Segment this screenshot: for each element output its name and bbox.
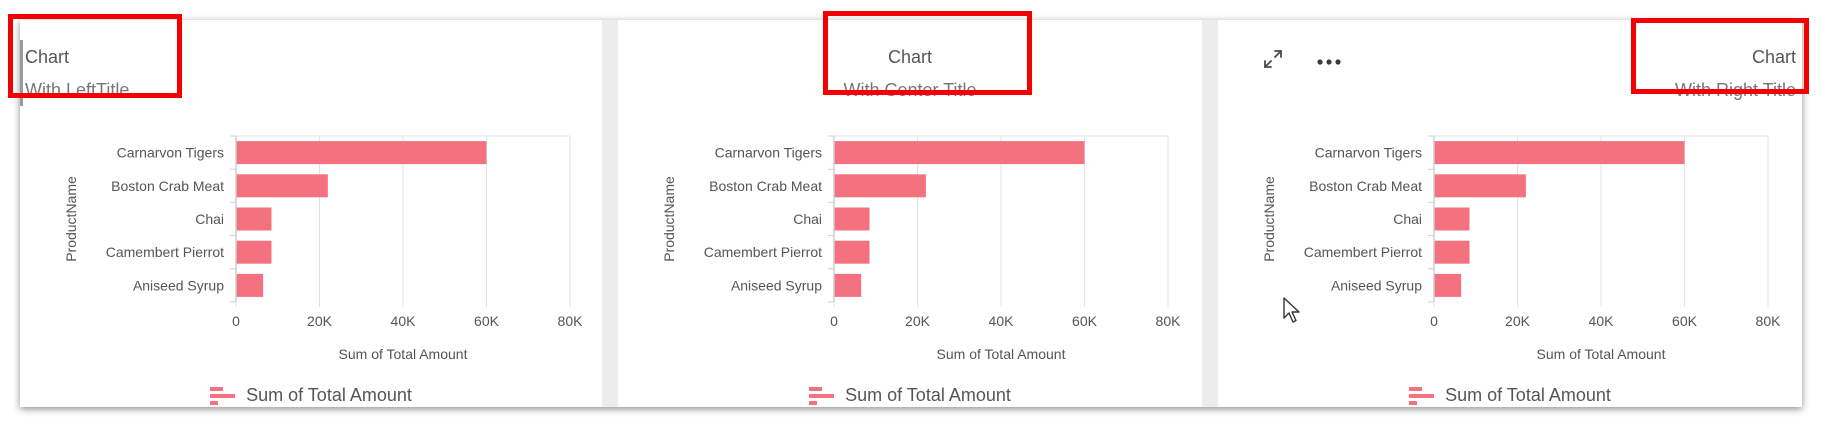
bar[interactable]	[1434, 174, 1526, 198]
x-tick-label: 80K	[1156, 313, 1182, 329]
x-tick-label: 60K	[474, 313, 500, 329]
bar-chart: 0 20K 40K 60K 80K Carnarvon Tigers Boston Crab…	[661, 135, 1182, 362]
chart-panel-right-title: Chart With Right Title 0 20K 40K 60K 80K Carn…	[1218, 20, 1802, 407]
dashboard-frame: Chart With LeftTitle 0 20K 40K 60K 80K Carnar…	[20, 20, 1802, 407]
bar-chart-icon	[809, 386, 835, 405]
y-axis-title: ProductName	[661, 176, 677, 262]
x-tick-label: 60K	[1672, 313, 1698, 329]
bar[interactable]	[1434, 240, 1470, 264]
bar-chart-icon	[210, 386, 236, 405]
chart-panel-center-title: Chart With Center Title 0 20K 40K 60K 80K Car…	[618, 20, 1202, 407]
bar[interactable]	[834, 273, 862, 297]
title-accent-strip	[20, 40, 23, 106]
bar[interactable]	[834, 141, 1085, 165]
bar[interactable]	[1434, 273, 1462, 297]
legend-label: Sum of Total Amount	[1445, 385, 1611, 405]
chart-title: Chart	[25, 47, 70, 67]
legend-item[interactable]: Sum of Total Amount	[1409, 385, 1611, 406]
y-tick-label: Aniseed Syrup	[731, 277, 822, 293]
bar[interactable]	[236, 174, 328, 198]
legend-item[interactable]: Sum of Total Amount	[809, 385, 1011, 406]
x-tick-label: 0	[232, 313, 240, 329]
x-tick-label: 20K	[1505, 313, 1531, 329]
bar[interactable]	[236, 240, 272, 264]
legend-item[interactable]: Sum of Total Amount	[210, 385, 412, 406]
y-tick-label: Carnarvon Tigers	[1315, 145, 1422, 161]
legend-label: Sum of Total Amount	[845, 385, 1011, 405]
x-tick-label: 80K	[1756, 313, 1782, 329]
y-tick-label: Aniseed Syrup	[1331, 277, 1422, 293]
chart-legend: Sum of Total Amount	[1218, 385, 1802, 407]
y-tick-label: Boston Crab Meat	[709, 178, 822, 194]
right-title-highlight	[1631, 18, 1809, 94]
x-tick-label: 60K	[1072, 313, 1098, 329]
x-tick-label: 20K	[905, 313, 931, 329]
x-axis-title: Sum of Total Amount	[1537, 346, 1666, 362]
y-tick-label: Camembert Pierrot	[106, 244, 224, 260]
more-options-icon[interactable]	[1316, 54, 1342, 65]
x-axis-title: Sum of Total Amount	[339, 346, 468, 362]
bar[interactable]	[834, 240, 870, 264]
bar[interactable]	[236, 207, 272, 231]
y-tick-label: Carnarvon Tigers	[715, 145, 822, 161]
chart-legend: Sum of Total Amount	[618, 385, 1202, 407]
chart-legend: Sum of Total Amount	[20, 385, 602, 407]
y-tick-label: Camembert Pierrot	[704, 244, 822, 260]
legend-label: Sum of Total Amount	[246, 385, 412, 405]
y-tick-label: Chai	[793, 211, 822, 227]
bar-chart-icon	[1409, 386, 1435, 405]
y-tick-label: Carnarvon Tigers	[117, 145, 224, 161]
bar-chart: 0 20K 40K 60K 80K Carnarvon Tigers Boston Crab…	[1261, 135, 1782, 362]
y-tick-label: Chai	[195, 211, 224, 227]
bar-chart: 0 20K 40K 60K 80K Carnarvon Tigers Boston Crab…	[63, 135, 584, 362]
x-tick-label: 40K	[391, 313, 417, 329]
x-tick-label: 80K	[558, 313, 584, 329]
bar[interactable]	[236, 273, 264, 297]
bar[interactable]	[236, 141, 487, 165]
chart-title: Chart	[1751, 47, 1796, 67]
expand-icon[interactable]	[1262, 48, 1284, 70]
left-title-highlight	[8, 14, 182, 98]
mouse-cursor-icon	[1283, 297, 1300, 323]
y-tick-label: Chai	[1393, 211, 1422, 227]
bar[interactable]	[834, 207, 870, 231]
chart-title: Chart	[887, 47, 932, 67]
x-tick-label: 0	[830, 313, 838, 329]
bar[interactable]	[1434, 141, 1685, 165]
center-title-highlight	[823, 11, 1032, 95]
y-axis-title: ProductName	[63, 176, 79, 262]
y-tick-label: Boston Crab Meat	[111, 178, 224, 194]
x-tick-label: 20K	[307, 313, 333, 329]
chart-panel-left-title: Chart With LeftTitle 0 20K 40K 60K 80K Carnar…	[20, 20, 602, 407]
y-tick-label: Aniseed Syrup	[133, 277, 224, 293]
y-tick-label: Boston Crab Meat	[1309, 178, 1422, 194]
x-tick-label: 0	[1430, 313, 1438, 329]
y-tick-label: Camembert Pierrot	[1304, 244, 1422, 260]
x-axis-title: Sum of Total Amount	[937, 346, 1066, 362]
y-axis-title: ProductName	[1261, 176, 1277, 262]
bar[interactable]	[834, 174, 926, 198]
x-tick-label: 40K	[1589, 313, 1615, 329]
x-tick-label: 40K	[989, 313, 1015, 329]
bar[interactable]	[1434, 207, 1470, 231]
